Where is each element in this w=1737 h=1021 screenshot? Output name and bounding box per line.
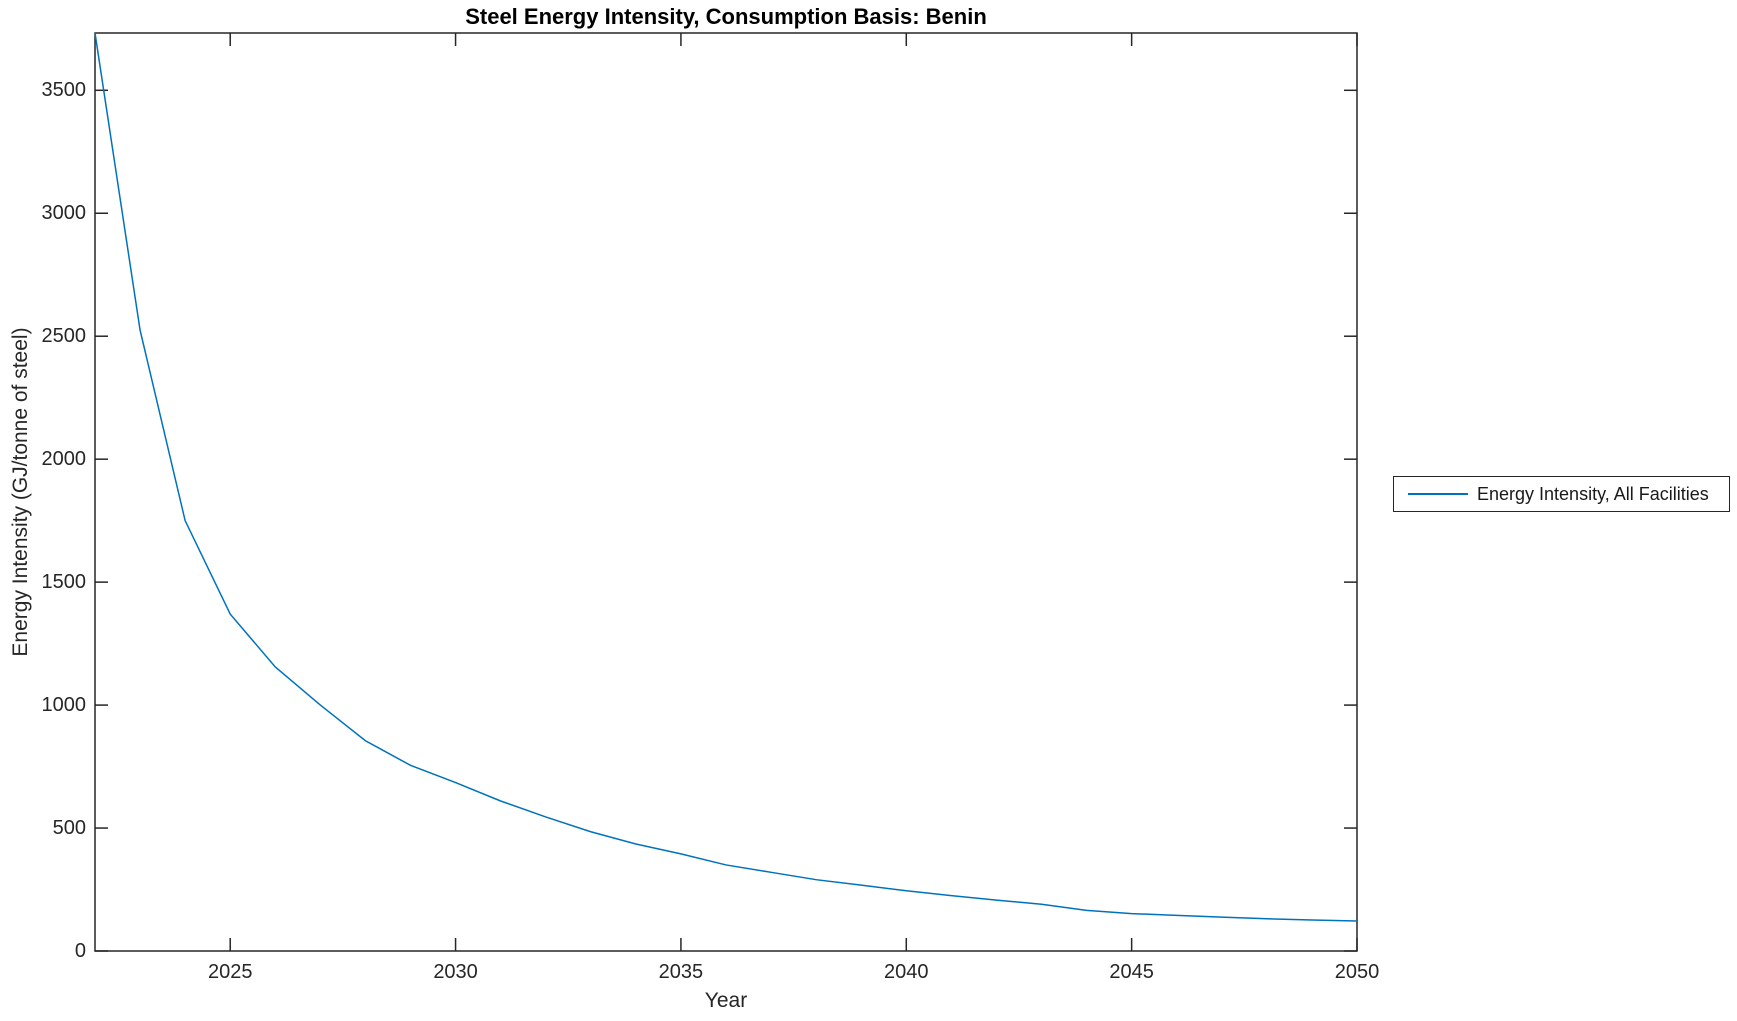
y-tick-label: 1000: [41, 694, 87, 717]
legend-series-label: Energy Intensity, All Facilities: [1477, 483, 1709, 504]
x-tick-label: 2025: [207, 961, 253, 983]
y-tick-label: 500: [52, 817, 86, 840]
x-axis-label: Year: [704, 989, 748, 1012]
legend-line-sample: [1408, 493, 1468, 495]
y-tick-label: 2000: [41, 448, 87, 471]
chart-title: Steel Energy Intensity, Consumption Basi…: [465, 4, 987, 29]
legend: Energy Intensity, All Facilities: [1393, 476, 1730, 512]
axes-box: [94, 32, 1358, 952]
x-tick-label: 2050: [1334, 961, 1380, 983]
y-tick-label: 3000: [41, 202, 87, 225]
x-tick-label: 2045: [1109, 961, 1154, 983]
y-tick-label: 3500: [41, 79, 87, 102]
y-tick-label: 2500: [41, 325, 87, 348]
x-tick-label: 2030: [433, 961, 478, 983]
y-axis-label: Energy Intensity (GJ/tonne of steel): [9, 327, 32, 657]
energy-intensity-line: [94, 32, 1358, 922]
y-tick-label: 0: [74, 940, 86, 962]
x-tick-label: 2040: [884, 961, 929, 983]
y-tick-label: 1500: [41, 571, 87, 594]
x-tick-label: 2035: [658, 961, 704, 983]
